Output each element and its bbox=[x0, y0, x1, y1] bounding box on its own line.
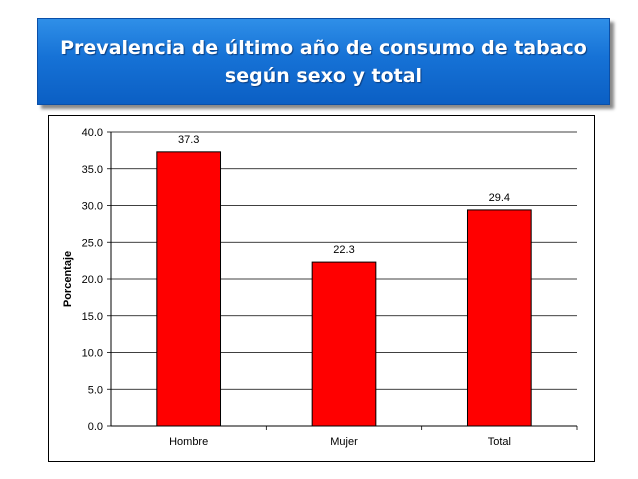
chart-title-line-2: según sexo y total bbox=[224, 64, 423, 87]
data-label: 22.3 bbox=[333, 244, 354, 256]
y-tick-label: 20.0 bbox=[82, 274, 103, 286]
y-tick-label: 35.0 bbox=[82, 164, 103, 176]
bar bbox=[466, 209, 532, 427]
y-tick-label: 5.0 bbox=[88, 384, 103, 396]
data-label: 37.3 bbox=[178, 134, 199, 146]
y-tick-label: 30.0 bbox=[82, 201, 103, 213]
y-tick-label: 40.0 bbox=[82, 127, 103, 139]
bar bbox=[311, 261, 377, 427]
y-tick-label: 10.0 bbox=[82, 348, 103, 360]
x-tick-label: Mujer bbox=[330, 436, 358, 448]
bar-chart: 0.0 5.0 10.0 15.0 20.0 25.0 30.0 35.0 40.0 37.3 Ho… bbox=[62, 127, 578, 448]
data-label: 29.4 bbox=[489, 192, 510, 204]
x-tick-label: Hombre bbox=[169, 436, 208, 448]
title-banner: Prevalencia de último año de consumo de … bbox=[37, 18, 610, 105]
y-axis-label: Porcentaje bbox=[62, 251, 74, 307]
chart-area: 0.0 5.0 10.0 15.0 20.0 25.0 30.0 35.0 40.0 37.3 Ho… bbox=[48, 115, 595, 462]
y-tick-label: 15.0 bbox=[82, 311, 103, 323]
y-tick-label: 0.0 bbox=[88, 421, 103, 433]
y-tick-label: 25.0 bbox=[82, 237, 103, 249]
bar bbox=[156, 151, 222, 427]
x-tick-label: Total bbox=[488, 436, 511, 448]
chart-title-line-1: Prevalencia de último año de consumo de … bbox=[60, 36, 587, 59]
